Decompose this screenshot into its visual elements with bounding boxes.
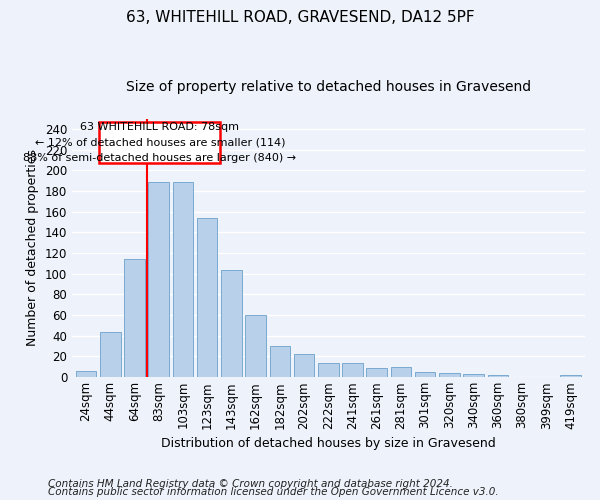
- X-axis label: Distribution of detached houses by size in Gravesend: Distribution of detached houses by size …: [161, 437, 496, 450]
- Bar: [76, 370, 97, 377]
- Bar: [439, 372, 460, 377]
- Bar: [148, 182, 169, 377]
- Text: 63 WHITEHILL ROAD: 78sqm
← 12% of detached houses are smaller (114)
88% of semi-: 63 WHITEHILL ROAD: 78sqm ← 12% of detach…: [23, 122, 296, 163]
- Title: Size of property relative to detached houses in Gravesend: Size of property relative to detached ho…: [125, 80, 531, 94]
- Bar: [245, 315, 266, 377]
- Bar: [463, 374, 484, 377]
- Bar: [367, 368, 387, 377]
- Bar: [100, 332, 121, 377]
- Bar: [269, 346, 290, 377]
- Bar: [294, 354, 314, 377]
- Bar: [488, 375, 508, 377]
- Text: 63, WHITEHILL ROAD, GRAVESEND, DA12 5PF: 63, WHITEHILL ROAD, GRAVESEND, DA12 5PF: [125, 10, 475, 25]
- Text: Contains HM Land Registry data © Crown copyright and database right 2024.: Contains HM Land Registry data © Crown c…: [48, 479, 453, 489]
- Bar: [391, 366, 411, 377]
- Bar: [124, 259, 145, 377]
- Text: Contains public sector information licensed under the Open Government Licence v3: Contains public sector information licen…: [48, 487, 499, 497]
- Bar: [173, 182, 193, 377]
- Bar: [560, 375, 581, 377]
- FancyBboxPatch shape: [100, 122, 220, 163]
- Bar: [221, 270, 242, 377]
- Bar: [415, 372, 436, 377]
- Y-axis label: Number of detached properties: Number of detached properties: [26, 150, 40, 346]
- Bar: [342, 364, 363, 377]
- Bar: [197, 218, 217, 377]
- Bar: [318, 364, 338, 377]
